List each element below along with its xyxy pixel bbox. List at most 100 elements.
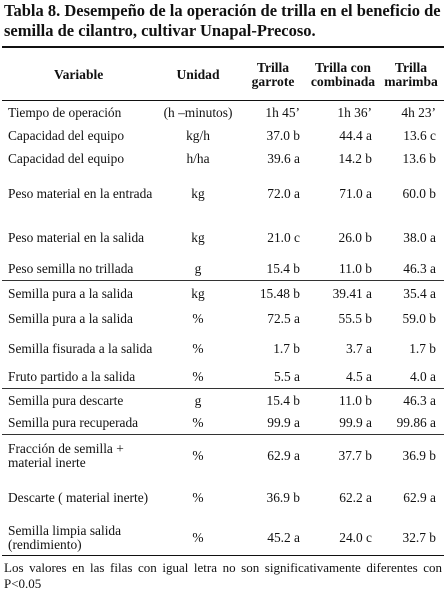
- cell-trilla-garrote: 15.4 b: [238, 388, 308, 413]
- cell-trilla-garrote: 72.0 a: [267, 185, 300, 201]
- table-row: Semilla pura descarte g 15.4 b 11.0 b 46.3 a: [2, 388, 444, 413]
- cell-variable: Capacidad del equipo: [8, 127, 125, 143]
- cell-variable: Capacidad del equipo: [8, 150, 125, 166]
- cell-trilla-combinada: 1h 36’: [337, 104, 372, 120]
- cell-unidad: %: [192, 415, 204, 431]
- header-variable: Variable: [2, 50, 158, 101]
- header-trilla-garrote: Trilla garrote: [238, 50, 308, 101]
- cell-trilla-marimba: 99.86 a: [396, 415, 436, 431]
- header-unidad: Unidad: [158, 50, 238, 101]
- cell-trilla-garrote: 21.0 c: [267, 229, 300, 245]
- cell-unidad: kg/h: [186, 127, 210, 143]
- cell-variable: Semilla pura a la salida: [8, 310, 133, 326]
- cell-trilla-combinada: 4.5 a: [345, 369, 372, 385]
- table-row: Capacidad del equipo h/ha 39.6 a 14.2 b 13.6…: [2, 147, 444, 171]
- cell-trilla-marimba: 36.9 b: [378, 434, 444, 477]
- cell-trilla-garrote: 5.5 a: [273, 369, 300, 385]
- cell-trilla-garrote: 39.6 a: [267, 150, 300, 166]
- cell-trilla-combinada: 44.4 a: [339, 127, 372, 143]
- cell-variable: Descarte ( material inerte): [8, 489, 149, 505]
- cell-trilla-garrote: 45.2 a: [267, 529, 300, 545]
- cell-trilla-marimba: 46.3 a: [378, 388, 444, 413]
- cell-unidad: (h –minutos): [163, 104, 233, 120]
- cell-variable: Fracción de semilla + material inerte: [2, 434, 158, 477]
- cell-trilla-garrote: 15.48 b: [238, 280, 308, 307]
- cell-unidad: %: [192, 529, 204, 545]
- cell-unidad: %: [158, 434, 238, 477]
- cell-trilla-marimba: 46.3 a: [403, 261, 436, 277]
- cell-unidad: kg: [191, 185, 205, 201]
- cell-trilla-marimba: 60.0 b: [402, 185, 436, 201]
- cell-variable: Peso semilla no trillada: [8, 261, 134, 277]
- cell-trilla-combinada: 11.0 b: [308, 388, 378, 413]
- table-row: Semilla fisurada a la salida% 1.7 b 3.7 a 1…: [2, 331, 444, 367]
- cell-variable: Fruto partido a la salida: [8, 369, 136, 385]
- cell-unidad: kg: [191, 229, 205, 245]
- cell-trilla-garrote: 15.4 b: [266, 261, 300, 277]
- cell-unidad: kg: [158, 280, 238, 307]
- cell-trilla-marimba: 62.9 a: [403, 489, 436, 505]
- cell-variable: Semilla pura recuperada: [8, 415, 139, 431]
- table-row: Fracción de semilla + material inerte% 62…: [2, 434, 444, 477]
- table-row: Fruto partido a la salida% 5.5 a 4.5 a 4.0 …: [2, 367, 444, 389]
- cell-unidad: g: [158, 388, 238, 413]
- cell-trilla-marimba: 1.7 b: [409, 340, 436, 356]
- cell-trilla-garrote: 72.5 a: [267, 310, 300, 326]
- cell-trilla-combinada: 3.7 a: [345, 340, 372, 356]
- cell-variable: Peso material en la entrada: [8, 185, 153, 201]
- top-rule: [2, 46, 444, 48]
- table-body: Tiempo de operación (h –minutos) 1h 45’ 1h …: [2, 101, 444, 557]
- table-row: Capacidad del equipo kg/h 37.0 b 44.4 a 13.6…: [2, 125, 444, 147]
- cell-variable: Tiempo de operación: [8, 104, 122, 120]
- table-row: Peso material en la entrada kg 72.0 a 71.0 …: [2, 171, 444, 217]
- cell-trilla-combinada: 55.5 b: [338, 310, 372, 326]
- footnote: Los valores en las filas con igual letra…: [4, 560, 442, 591]
- table-row: Peso material en la salida kg 21.0 c 26.0 b…: [2, 217, 444, 259]
- cell-trilla-combinada: 71.0 a: [339, 185, 372, 201]
- cell-unidad: %: [192, 310, 204, 326]
- table-row: Semilla limpia salida (rendimiento)% 45.2…: [2, 519, 444, 557]
- bottom-rule: [2, 555, 444, 556]
- header-trilla-combinada: Trilla con combinada: [308, 50, 378, 101]
- cell-trilla-garrote: 1h 45’: [265, 104, 300, 120]
- cell-unidad: %: [192, 340, 204, 356]
- table-row: Semilla pura recuperada% 99.9 a 99.9 a 99.8…: [2, 413, 444, 435]
- cell-trilla-garrote: 37.0 b: [266, 127, 300, 143]
- cell-unidad: h/ha: [186, 150, 210, 166]
- cell-trilla-combinada: 26.0 b: [338, 229, 372, 245]
- table-row: Tiempo de operación (h –minutos) 1h 45’ 1h …: [2, 101, 444, 125]
- cell-trilla-combinada: 11.0 b: [339, 261, 372, 277]
- cell-unidad: %: [192, 369, 204, 385]
- cell-trilla-marimba: 59.0 b: [402, 310, 436, 326]
- cell-trilla-garrote: 36.9 b: [266, 489, 300, 505]
- cell-trilla-garrote: 99.9 a: [267, 415, 300, 431]
- cell-unidad: g: [194, 261, 202, 277]
- cell-trilla-marimba: 13.6 c: [403, 127, 436, 143]
- cell-trilla-marimba: 35.4 a: [378, 280, 444, 307]
- cell-variable: Peso material en la salida: [8, 229, 145, 245]
- cell-variable: Semilla pura descarte: [2, 388, 158, 413]
- cell-trilla-marimba: 13.6 b: [402, 150, 436, 166]
- header-row: Variable Unidad Trilla garrote Trilla co…: [2, 50, 444, 101]
- cell-variable: Semilla limpia salida (rendimiento): [8, 522, 122, 552]
- cell-trilla-combinada: 99.9 a: [339, 415, 372, 431]
- cell-unidad: %: [192, 489, 204, 505]
- table-row: Peso semilla no trillada g 15.4 b 11.0 b 46.…: [2, 259, 444, 281]
- cell-variable: Semilla pura a la salida: [2, 280, 158, 307]
- cell-trilla-garrote: 1.7 b: [273, 340, 300, 356]
- cell-trilla-combinada: 39.41 a: [308, 280, 378, 307]
- table-row: Semilla pura a la salida% 72.5 a 55.5 b 59.…: [2, 307, 444, 331]
- cell-trilla-marimba: 32.7 b: [402, 529, 436, 545]
- cell-trilla-marimba: 38.0 a: [403, 229, 436, 245]
- table-row: Semilla pura a la salida kg 15.48 b 39.41 a…: [2, 280, 444, 307]
- cell-trilla-marimba: 4.0 a: [409, 369, 436, 385]
- table-title: Tabla 8. Desempeño de la operación de tr…: [4, 1, 441, 40]
- cell-trilla-combinada: 24.0 c: [339, 529, 372, 545]
- cell-trilla-marimba: 4h 23’: [401, 104, 436, 120]
- header-trilla-marimba: Trilla marimba: [378, 50, 444, 101]
- cell-trilla-combinada: 14.2 b: [338, 150, 372, 166]
- cell-trilla-combinada: 62.2 a: [339, 489, 372, 505]
- cell-variable: Semilla fisurada a la salida: [8, 340, 153, 356]
- results-table: Variable Unidad Trilla garrote Trilla co…: [2, 50, 444, 557]
- table-row: Descarte ( material inerte)% 36.9 b 62.2 a…: [2, 477, 444, 519]
